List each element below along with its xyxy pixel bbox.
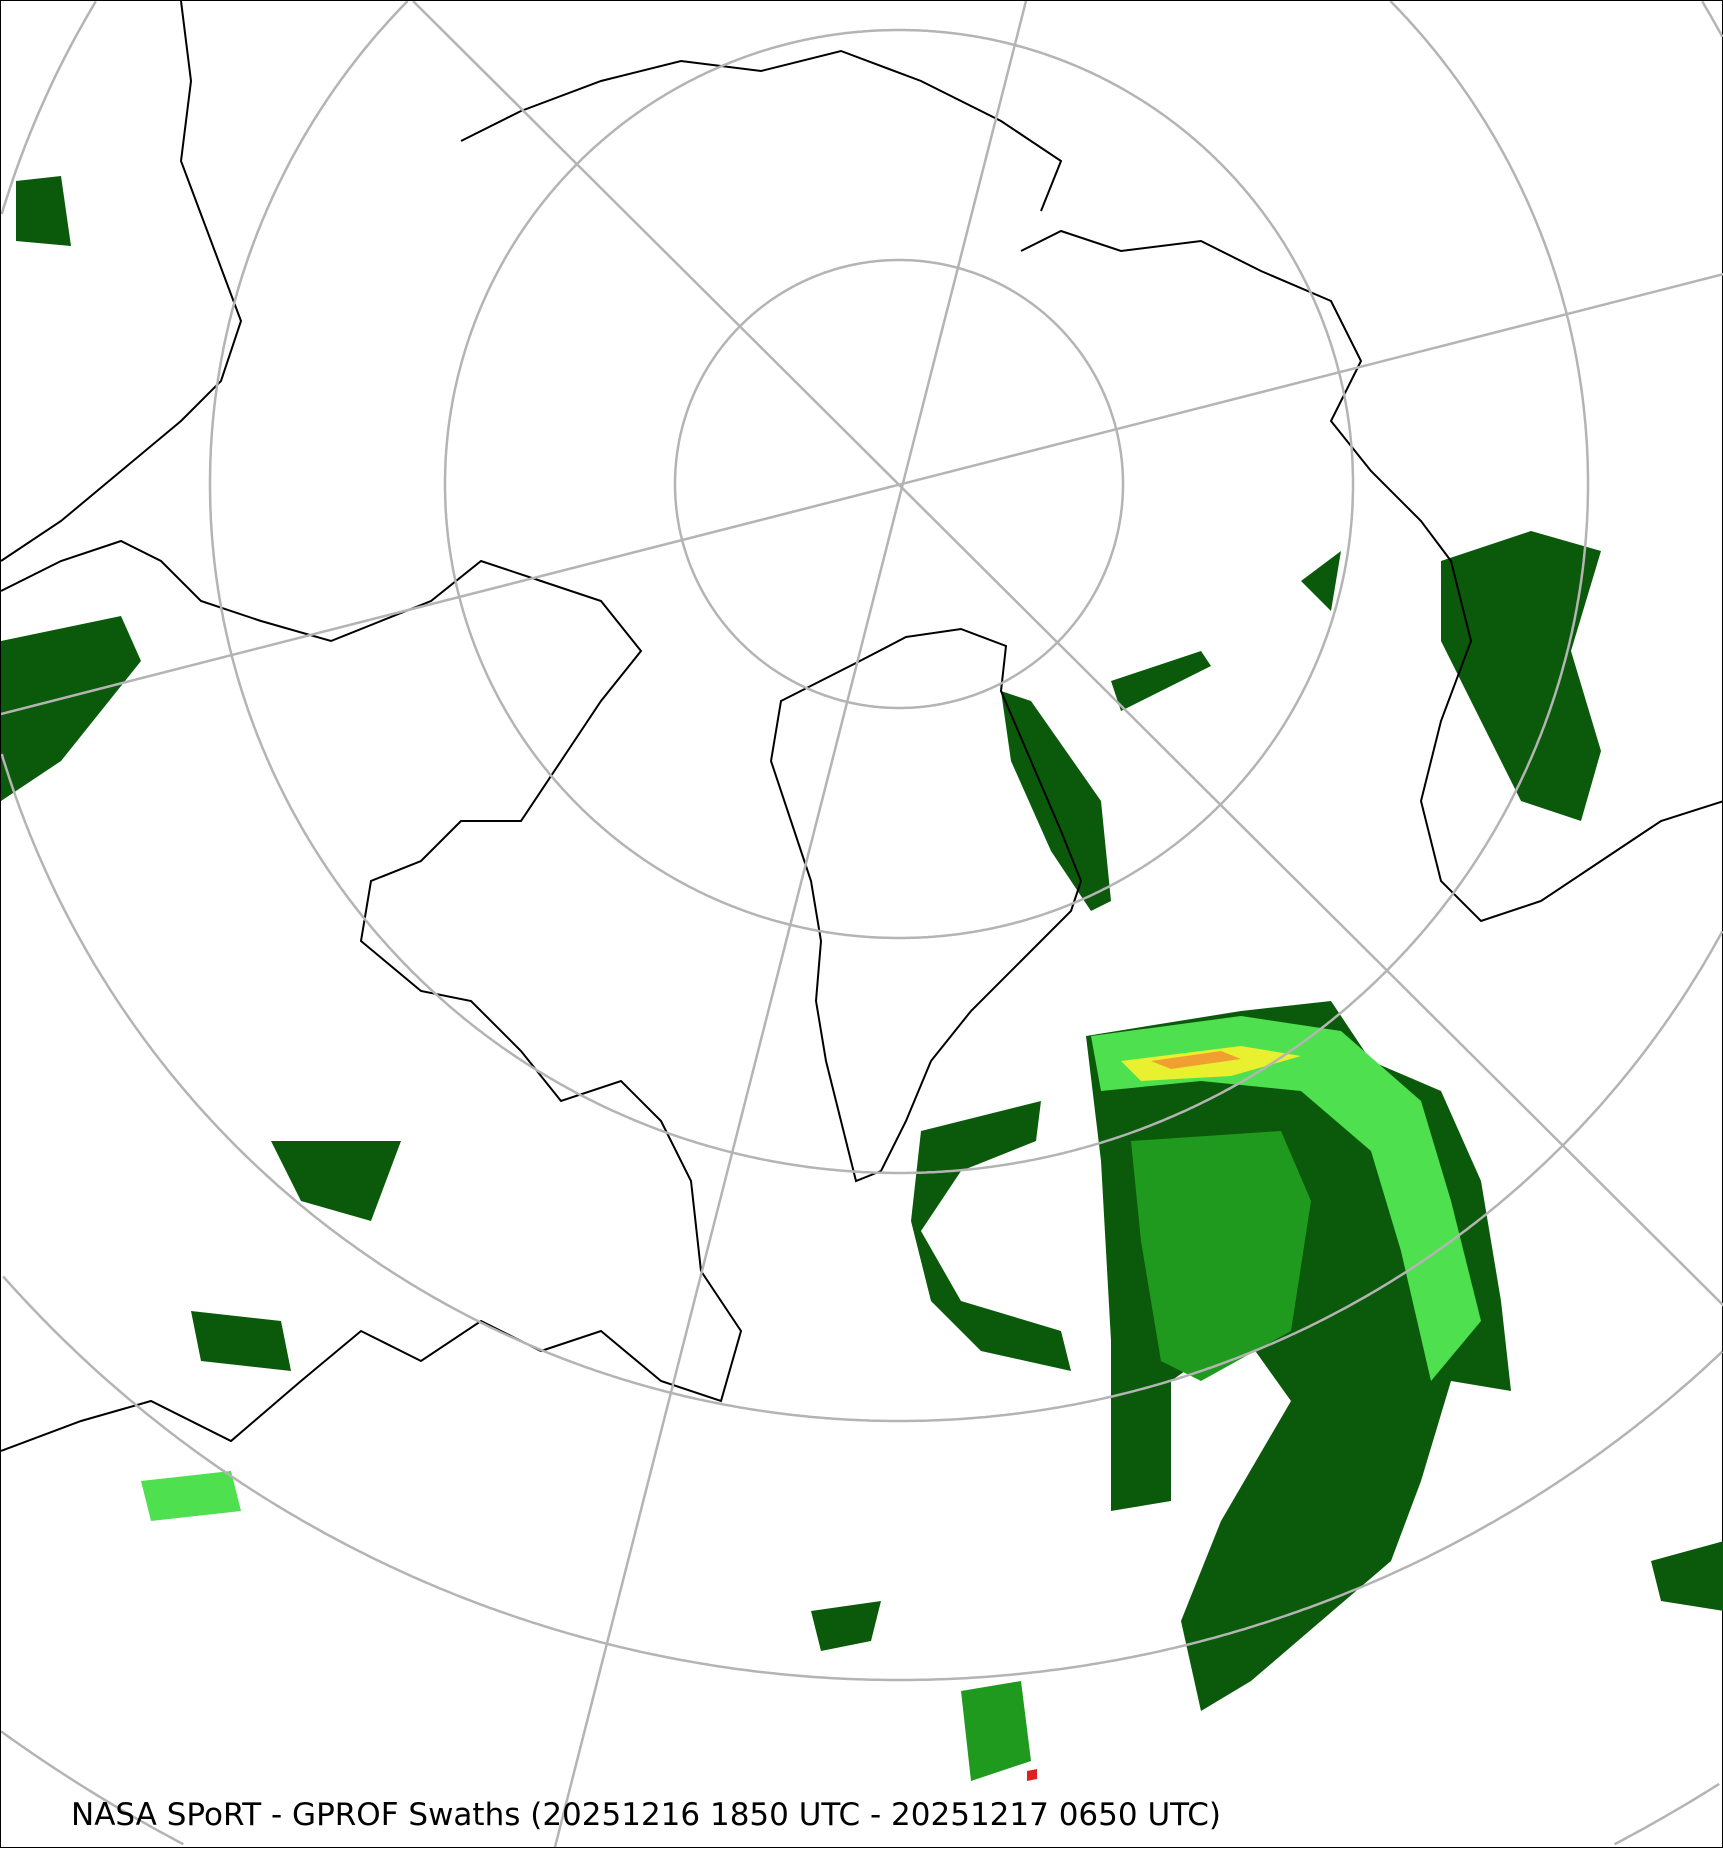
asia-coast [460,49,1063,212]
precip-swath-12 [271,1141,401,1221]
precip-swath-16 [961,1681,1031,1781]
precip-swath-7 [1111,651,1211,711]
meridian-line [553,1,1028,1848]
precip-swath-9 [1301,551,1341,611]
latitude-circle [443,28,1355,940]
meridian-line [412,1,1723,1307]
precip-swath-14 [141,1471,241,1521]
precip-swath-4 [1151,1051,1241,1069]
precip-swath-15 [811,1601,881,1651]
precip-swath-18 [1651,1541,1723,1611]
precip-swath-3 [1121,1046,1301,1081]
latitude-circle [2,1275,1723,1682]
latitude-circle [1,1730,1720,1846]
precip-swath-17 [1027,1769,1037,1781]
latitude-circle [1,1,1723,1423]
alaska-coast [1,1,243,562]
precip-swath-1 [1131,1131,1311,1381]
meridian-line [1,272,1723,716]
precip-swath-2 [1091,1016,1481,1381]
precip-swath-5 [911,1101,1071,1371]
eurasia-coast [1020,229,1723,923]
precipitation-swaths [1,176,1723,1781]
precip-swath-11 [1,616,141,801]
latitude-circle [673,258,1125,710]
north-america-coast [1,539,743,1452]
precip-swath-8 [1441,531,1601,821]
map-caption: NASA SPoRT - GPROF Swaths (20251216 1850… [71,1797,1221,1833]
precip-swath-6 [1001,691,1111,911]
latitude-circle [208,1,1590,1175]
precip-swath-10 [16,176,71,246]
precip-swath-13 [191,1311,291,1371]
